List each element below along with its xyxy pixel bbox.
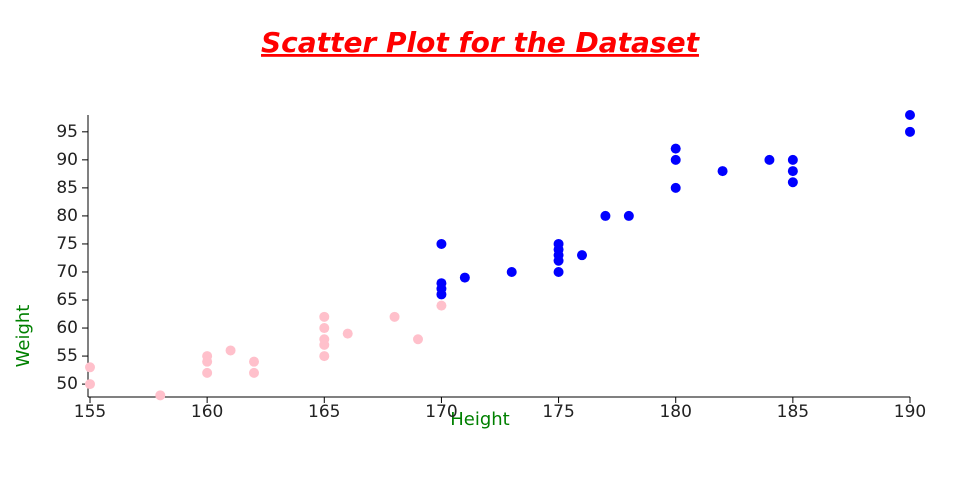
point	[413, 334, 423, 345]
point	[670, 154, 681, 165]
y-tick-label: 75	[56, 234, 78, 254]
point	[202, 356, 213, 367]
point	[905, 110, 915, 120]
y-axis-label: Weight	[13, 305, 34, 368]
x-tick-label: 165	[308, 402, 340, 422]
point	[85, 362, 95, 373]
point	[553, 255, 564, 266]
y-tick-label: 85	[56, 178, 78, 198]
point	[436, 289, 447, 300]
x-tick-label: 155	[74, 402, 106, 422]
point	[319, 339, 330, 350]
point	[717, 166, 728, 177]
point	[202, 367, 213, 378]
y-tick-label: 90	[56, 150, 78, 170]
x-tick-label: 190	[894, 402, 926, 422]
point	[670, 182, 681, 193]
point	[319, 323, 330, 334]
point	[225, 345, 236, 356]
point	[764, 154, 775, 165]
y-tick-label: 55	[56, 346, 78, 366]
point	[319, 351, 330, 362]
y-tick-label: 60	[56, 318, 78, 338]
x-tick-label: 170	[425, 402, 457, 422]
point	[249, 367, 259, 378]
point	[389, 311, 400, 322]
point	[319, 311, 330, 322]
x-tick-label: 175	[542, 402, 574, 422]
y-tick-label: 65	[56, 290, 78, 310]
y-tick-label: 70	[56, 262, 78, 282]
point	[459, 272, 470, 283]
x-tick-label: 160	[191, 402, 223, 422]
point	[436, 238, 447, 249]
x-tick-label: 185	[777, 402, 809, 422]
point	[436, 300, 447, 311]
y-tick-label: 95	[56, 122, 78, 142]
point	[787, 154, 798, 165]
chart-title: Scatter Plot for the Dataset	[261, 26, 701, 59]
point	[905, 126, 915, 137]
point	[623, 210, 634, 221]
point	[787, 166, 798, 177]
x-tick-label: 180	[659, 402, 691, 422]
point	[553, 266, 564, 277]
point	[85, 379, 95, 390]
point	[155, 390, 166, 401]
y-tick-label: 50	[56, 374, 78, 394]
x-axis-label: Height	[450, 409, 510, 430]
point	[600, 210, 611, 221]
point	[670, 143, 681, 154]
point	[577, 250, 587, 261]
point	[249, 356, 259, 367]
point	[506, 266, 517, 277]
point	[342, 328, 353, 339]
y-tick-label: 80	[56, 206, 78, 226]
point	[787, 177, 798, 188]
